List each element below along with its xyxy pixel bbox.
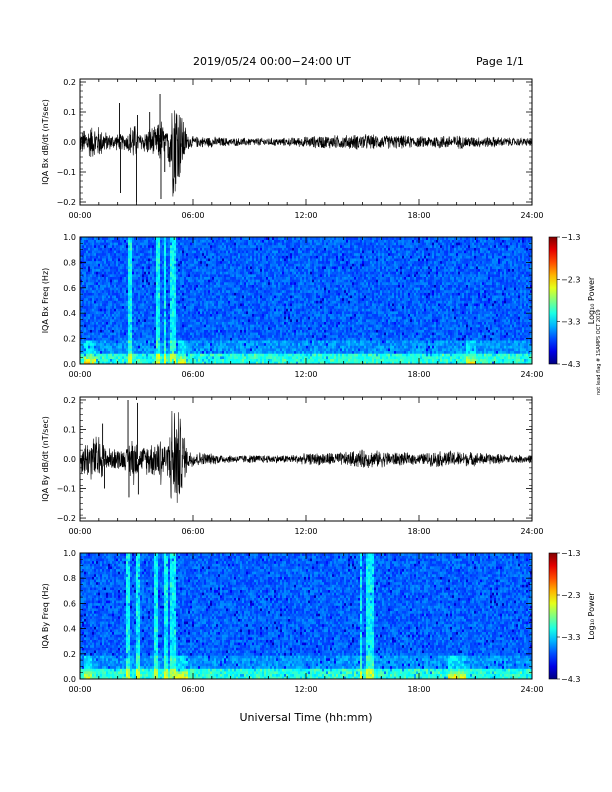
page-indicator: Page 1/1	[476, 55, 524, 68]
x-tick-label: 12:00	[294, 527, 317, 536]
colorbar-label: Log₁₀ Power	[587, 276, 596, 324]
x-tick-label: 12:00	[294, 685, 317, 694]
colorbar-tick-label: −1.3	[561, 549, 580, 558]
y-axis-label: IQA Bx Freq (Hz)	[41, 268, 50, 334]
colorbar-tick-label: −1.3	[561, 233, 580, 242]
y-tick-label: 0.0	[63, 360, 76, 369]
y-tick-label: 0.2	[63, 396, 76, 405]
colorbar-tick-label: −4.3	[561, 360, 580, 369]
y-tick-label: 0.4	[63, 309, 76, 318]
y-tick-label: 0.8	[63, 258, 76, 267]
x-tick-label: 24:00	[520, 370, 543, 379]
y-axis-label: IQA By Freq (Hz)	[41, 583, 50, 649]
panel-3-trace	[80, 410, 532, 503]
y-tick-label: 0.1	[63, 425, 76, 434]
x-tick-label: 18:00	[407, 211, 430, 220]
y-tick-label: 0.0	[63, 675, 76, 684]
panel-4-spectrogram	[80, 553, 533, 680]
colorbar-tick-label: −4.3	[561, 675, 580, 684]
y-tick-label: −0.2	[57, 198, 76, 207]
x-tick-label: 12:00	[294, 370, 317, 379]
y-tick-label: 0.2	[63, 78, 76, 87]
colorbar-label: Log₁₀ Power	[587, 592, 596, 640]
x-tick-label: 00:00	[68, 211, 91, 220]
y-tick-label: 1.0	[63, 233, 76, 242]
y-tick-label: 0.4	[63, 625, 76, 634]
panel-1-trace	[80, 110, 532, 197]
colorbar-4	[548, 552, 558, 680]
x-tick-label: 24:00	[520, 685, 543, 694]
y-tick-label: 0.6	[63, 284, 76, 293]
x-tick-label: 18:00	[407, 685, 430, 694]
x-tick-label: 12:00	[294, 211, 317, 220]
y-tick-label: −0.2	[57, 514, 76, 523]
x-tick-label: 00:00	[68, 527, 91, 536]
panel-4-axes	[79, 552, 533, 680]
panel-3-axes	[79, 396, 533, 522]
y-tick-label: 0.0	[63, 138, 76, 147]
x-tick-label: 06:00	[181, 685, 204, 694]
x-tick-label: 06:00	[181, 370, 204, 379]
y-tick-label: −0.1	[57, 485, 76, 494]
x-tick-label: 00:00	[68, 370, 91, 379]
x-tick-label: 00:00	[68, 685, 91, 694]
x-tick-label: 18:00	[407, 527, 430, 536]
panel-2-axes	[79, 236, 533, 365]
x-tick-label: 06:00	[181, 527, 204, 536]
y-axis-label: IQA Bx dB/dt (nT/sec)	[41, 99, 50, 185]
y-axis-label: IQA By dB/dt (nT/sec)	[41, 416, 50, 502]
y-tick-label: 0.6	[63, 599, 76, 608]
x-tick-label: 24:00	[520, 211, 543, 220]
colorbar-tick-label: −2.3	[561, 591, 580, 600]
y-tick-label: 0.8	[63, 574, 76, 583]
colorbar-tick-label: −3.3	[561, 318, 580, 327]
colorbar-tick-label: −2.3	[561, 275, 580, 284]
panel-2-spectrogram	[80, 237, 533, 365]
y-tick-label: 1.0	[63, 549, 76, 558]
y-tick-label: 0.1	[63, 108, 76, 117]
x-tick-label: 24:00	[520, 527, 543, 536]
y-tick-label: 0.0	[63, 455, 76, 464]
y-tick-label: −0.1	[57, 168, 76, 177]
x-axis-title: Universal Time (hh:mm)	[240, 711, 373, 724]
date-range-title: 2019/05/24 00:00−24:00 UT	[193, 55, 351, 68]
y-tick-label: 0.2	[63, 335, 76, 344]
colorbar-2	[548, 236, 558, 365]
colorbar-tick-label: −3.3	[561, 633, 580, 642]
panel-1-axes	[79, 78, 533, 206]
x-tick-label: 18:00	[407, 370, 430, 379]
x-tick-label: 06:00	[181, 211, 204, 220]
y-tick-label: 0.2	[63, 650, 76, 659]
